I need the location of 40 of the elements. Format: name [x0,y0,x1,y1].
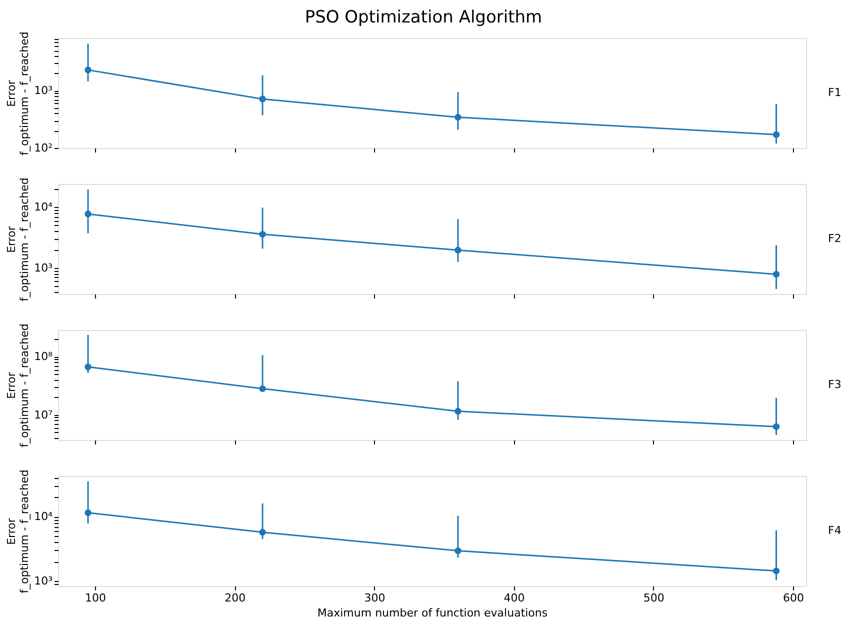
point [259,230,266,238]
point [454,547,462,554]
y-axis-title: Error f_optimum - f_reached [5,470,32,594]
x-tick-label: 300 [364,592,386,604]
text: F1 [828,86,842,99]
chart-title: PSO Optimization Algorithm [304,8,542,28]
x-tick-label: 400 [504,592,525,604]
y-axis-title: Error f_optimum - f_reached [5,178,32,302]
y-axis-title: Error f_optimum - f_reached [5,32,32,156]
y-tick-label: 10² [34,142,52,154]
x-tick-label: 600 [783,592,804,604]
text: F3 [828,378,842,391]
text: F2 [828,232,842,245]
x-tick-label: 100 [84,592,106,604]
point [84,364,92,370]
point [259,385,266,392]
point [772,423,780,430]
y-tick-label: 10⁴ [34,510,54,524]
point [772,270,780,278]
point [259,96,266,102]
y-tick-label: 10³ [34,261,52,274]
y-tick-label: 10³ [34,574,52,588]
point [259,528,266,536]
x-tick-label: 500 [643,592,664,604]
y-tick-label: 10⁸ [34,350,54,364]
point [772,568,780,574]
point [84,66,92,74]
point [772,131,780,138]
point [454,408,462,415]
point [454,246,462,254]
point [454,114,462,121]
x-axis-title: Maximum number of function evaluations [317,606,548,620]
y-tick-label: 10³ [34,84,52,98]
y-tick-label: 10⁴ [34,200,54,214]
y-tick-label: 10⁷ [34,408,52,422]
x-tick-label: 200 [224,592,246,604]
point [84,210,92,218]
point [84,509,92,516]
y-axis-title: Error f_optimum - f_reached [5,324,32,448]
text: F4 [828,524,842,537]
